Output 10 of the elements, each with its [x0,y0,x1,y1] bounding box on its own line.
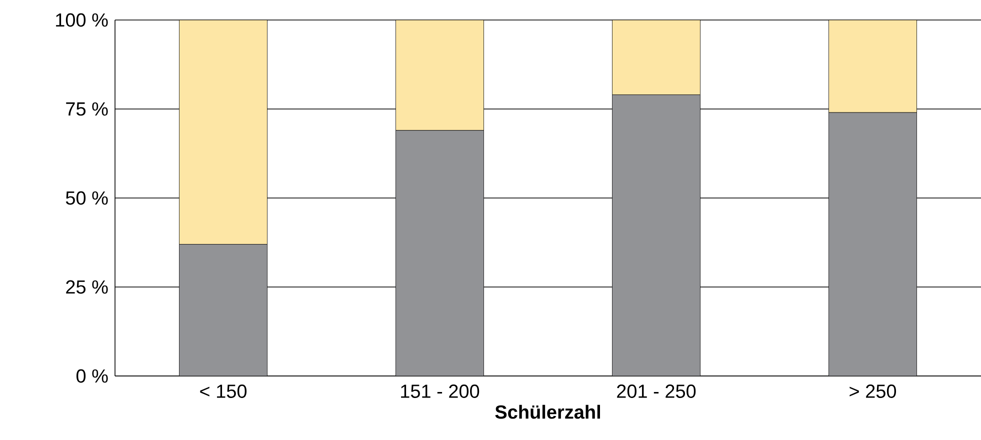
y-tick-label: 25 % [66,280,108,294]
y-tick-label: 75 % [66,102,108,116]
x-axis-title: Schülerzahl [495,404,600,419]
x-tick-label: 151 - 200 [401,384,480,398]
y-tick-label: 100 % [56,13,108,27]
x-tick-label: > 250 [850,384,896,398]
y-tick-label: 0 % [76,369,108,383]
x-tick-label: < 150 [200,384,247,398]
x-tick-label: 201 - 250 [617,384,696,398]
y-tick-label: 50 % [66,191,108,205]
